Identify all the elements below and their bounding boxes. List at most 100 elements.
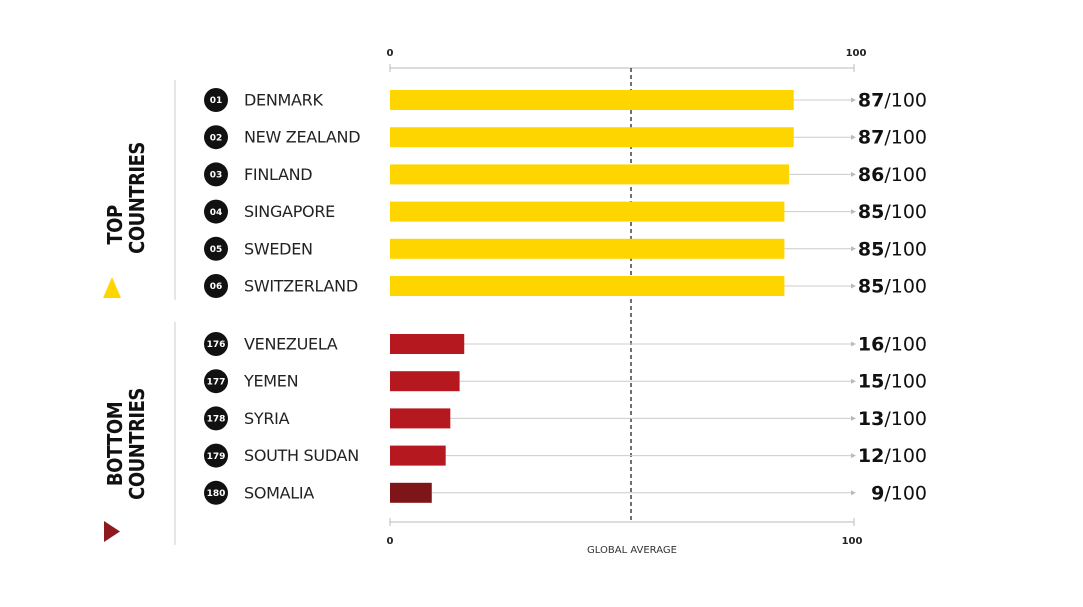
bar — [390, 127, 794, 148]
score-value: 15 — [858, 371, 884, 393]
rank-label: 04 — [210, 208, 223, 218]
score-label: 87/100 — [858, 90, 927, 112]
bottom-group-label: BOTTOM COUNTRIES — [103, 388, 149, 542]
bar — [390, 445, 446, 466]
top-axis-max-label: 100 — [846, 48, 867, 59]
rank-badge — [204, 406, 228, 431]
top-group-label-line2: COUNTRIES — [125, 142, 149, 254]
score-label: 85/100 — [858, 276, 927, 298]
leader-arrow-icon — [851, 246, 856, 252]
score-label: 87/100 — [858, 127, 927, 149]
bar — [390, 371, 460, 392]
top-axis-min-label: 0 — [387, 48, 394, 59]
rank-badge — [204, 274, 228, 298]
leader-arrow-icon — [851, 378, 856, 384]
rank-label: 177 — [207, 377, 226, 387]
leader-arrow-icon — [851, 209, 856, 215]
bottom-triangle-icon — [104, 521, 120, 542]
score-value: 85 — [858, 238, 884, 260]
bottom-axis: 0 100 — [387, 518, 863, 547]
rank-badge — [204, 332, 228, 356]
global-average-label: GLOBAL AVERAGE — [587, 545, 677, 556]
score-suffix: /100 — [884, 334, 927, 356]
rank-badge — [204, 480, 228, 505]
bar — [390, 276, 785, 296]
rank-badge — [204, 162, 228, 187]
bar — [390, 238, 785, 259]
country-name: FINLAND — [244, 165, 312, 184]
score-suffix: /100 — [884, 445, 927, 467]
rank-label: 01 — [210, 96, 223, 106]
leader-arrow-icon — [851, 490, 856, 496]
rank-label: 05 — [210, 245, 223, 255]
rank-label: 179 — [207, 452, 226, 462]
score-suffix: /100 — [884, 201, 927, 223]
rank-badge — [204, 443, 228, 468]
rank-badge — [204, 125, 228, 150]
rank-badge — [204, 369, 228, 394]
leader-arrow-icon — [851, 283, 856, 289]
bar — [390, 482, 432, 503]
score-suffix: /100 — [884, 127, 927, 149]
score-value: 16 — [858, 334, 884, 356]
bar-row: 179 SOUTH SUDAN 12/100 — [204, 443, 927, 468]
bar-row: 05 SWEDEN 85/100 — [204, 236, 927, 261]
score-label: 85/100 — [858, 201, 927, 223]
score-label: 86/100 — [858, 164, 927, 186]
score-value: 86 — [858, 164, 884, 186]
top-axis: 0 100 — [387, 48, 867, 72]
top-group-label: TOP COUNTRIES — [103, 142, 149, 298]
country-name: SINGAPORE — [244, 202, 335, 221]
country-name: SYRIA — [244, 409, 290, 428]
rank-badge — [204, 236, 228, 261]
bar-row: 177 YEMEN 15/100 — [204, 369, 927, 394]
rank-label: 178 — [207, 415, 226, 425]
score-value: 12 — [858, 445, 884, 467]
score-label: 9/100 — [871, 482, 927, 504]
score-suffix: /100 — [884, 164, 927, 186]
bar — [390, 164, 790, 185]
rank-label: 180 — [207, 489, 226, 499]
bar-rows: 01 DENMARK 87/100 02 NEW ZEALAND 87/100 03 FINL… — [204, 88, 927, 505]
leader-arrow-icon — [851, 97, 856, 103]
rank-label: 03 — [210, 171, 223, 181]
leader-arrow-icon — [851, 415, 856, 421]
score-suffix: /100 — [884, 408, 927, 430]
leader-arrow-icon — [851, 171, 856, 177]
rank-badge — [204, 88, 228, 112]
score-suffix: /100 — [884, 371, 927, 393]
score-label: 12/100 — [858, 445, 927, 467]
score-suffix: /100 — [884, 276, 927, 298]
top-triangle-icon — [103, 277, 121, 298]
bar-row: 04 SINGAPORE 85/100 — [204, 199, 927, 224]
score-label: 15/100 — [858, 371, 927, 393]
bottom-axis-max-label: 100 — [842, 536, 863, 547]
rank-label: 176 — [207, 340, 226, 350]
bar-row: 03 FINLAND 86/100 — [204, 162, 927, 187]
country-name: SWEDEN — [244, 239, 313, 258]
score-suffix: /100 — [884, 238, 927, 260]
rank-label: 02 — [210, 133, 223, 143]
score-label: 13/100 — [858, 408, 927, 430]
country-name: SWITZERLAND — [244, 277, 358, 296]
score-suffix: /100 — [884, 90, 927, 112]
bottom-group-label-line2: COUNTRIES — [125, 388, 149, 500]
leader-arrow-icon — [851, 341, 856, 347]
bar — [390, 408, 451, 429]
bar — [390, 90, 794, 110]
rank-badge — [204, 199, 228, 224]
bottom-axis-min-label: 0 — [387, 536, 394, 547]
bar-row: 178 SYRIA 13/100 — [204, 406, 927, 431]
country-name: SOMALIA — [244, 483, 314, 502]
score-value: 87 — [858, 127, 884, 149]
bar-row: 06 SWITZERLAND 85/100 — [204, 274, 927, 298]
leader-arrow-icon — [851, 134, 856, 140]
score-suffix: /100 — [884, 482, 927, 504]
score-value: 85 — [858, 276, 884, 298]
score-value: 9 — [871, 482, 884, 504]
country-name: NEW ZEALAND — [244, 128, 360, 147]
country-name: YEMEN — [243, 372, 298, 391]
score-label: 16/100 — [858, 334, 927, 356]
score-value: 13 — [858, 408, 884, 430]
